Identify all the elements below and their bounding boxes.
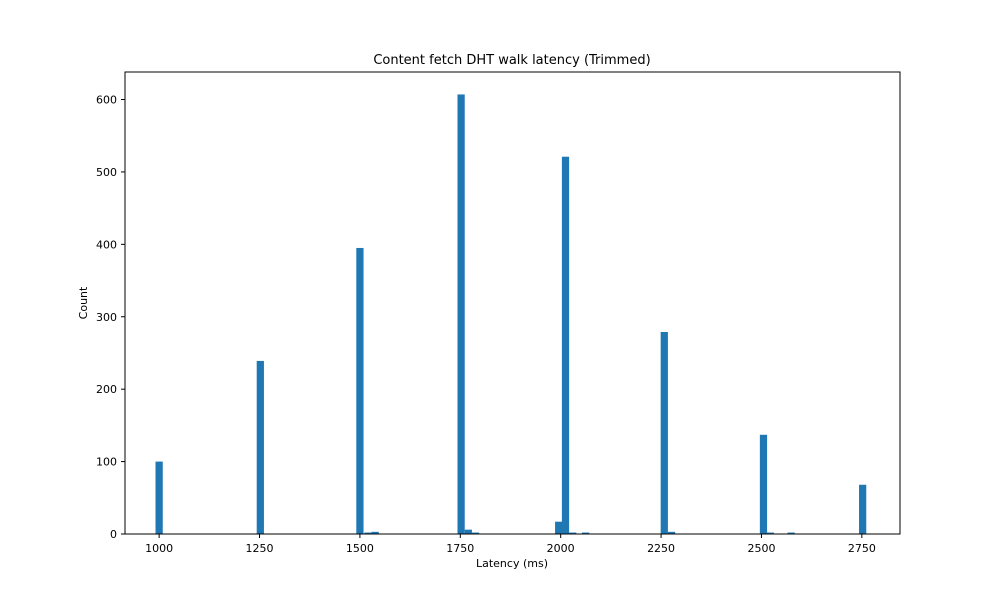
chart-title: Content fetch DHT walk latency (Trimmed) [373, 53, 650, 68]
histogram-bar [766, 532, 774, 534]
histogram-bar [569, 532, 577, 534]
histogram-bar [667, 531, 676, 534]
histogram-bar [759, 434, 768, 534]
y-tick-label: 500 [96, 166, 117, 179]
y-tick-label: 200 [96, 383, 117, 396]
histogram-bar [555, 521, 563, 534]
y-tick-label: 300 [96, 311, 117, 324]
y-axis-ticks: 0 100 200 300 400 500 600 [96, 94, 125, 541]
x-axis-ticks: 1000 1250 1500 1750 2000 2250 2500 2750 [145, 534, 876, 555]
histogram-bar [457, 94, 465, 534]
histogram-bar [356, 247, 364, 534]
plot-frame [124, 71, 901, 535]
y-tick-label: 0 [110, 528, 117, 541]
y-tick-label: 100 [96, 456, 117, 469]
x-tick-label: 1500 [346, 542, 374, 555]
histogram-bar [471, 532, 480, 534]
x-tick-label: 2250 [647, 542, 675, 555]
x-tick-label: 1000 [145, 542, 173, 555]
histogram-bar [464, 529, 472, 534]
x-tick-label: 2750 [848, 542, 876, 555]
x-axis-label: Latency (ms) [476, 557, 548, 570]
y-tick-label: 400 [96, 238, 117, 251]
x-tick-label: 2000 [547, 542, 575, 555]
histogram-bar [859, 484, 867, 534]
histogram-bar [581, 532, 590, 534]
histogram-bar [660, 331, 668, 534]
histogram-bar [364, 532, 372, 534]
x-tick-label: 1750 [446, 542, 474, 555]
histogram-bar [787, 532, 795, 534]
histogram-bar [155, 461, 163, 534]
bars-group [155, 94, 867, 534]
y-axis-label: Count [77, 286, 90, 319]
x-tick-label: 1250 [246, 542, 274, 555]
x-tick-label: 2500 [747, 542, 775, 555]
y-tick-label: 600 [96, 94, 117, 107]
histogram-bar [256, 360, 264, 534]
histogram-bar [371, 531, 379, 534]
histogram-bar [561, 156, 570, 534]
